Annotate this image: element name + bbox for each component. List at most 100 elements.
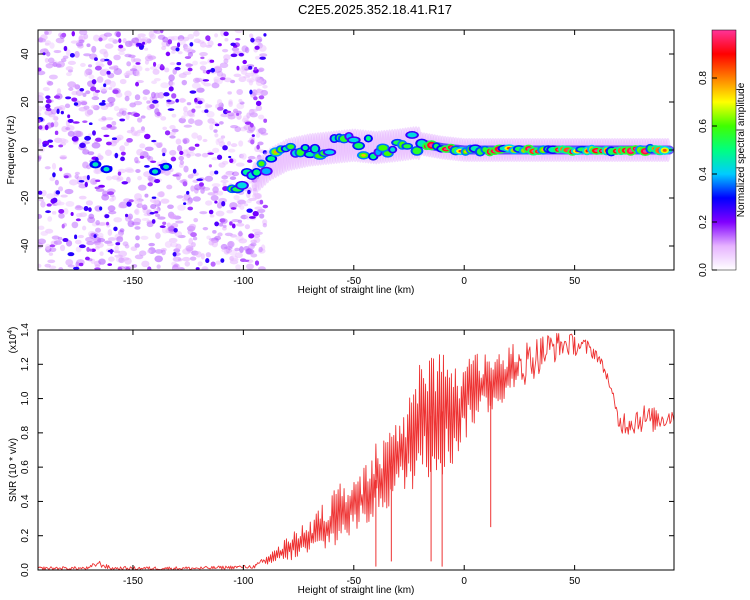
noise-blob <box>126 201 132 207</box>
snr-exponent-sup: 4 <box>7 330 14 334</box>
noise-blob <box>171 93 177 99</box>
noise-speckle <box>65 259 74 266</box>
noise-speckle <box>61 139 69 144</box>
noise-speckle <box>205 252 212 258</box>
noise-speckle <box>149 198 157 203</box>
noise-speckle <box>44 263 52 268</box>
noise-speckle <box>157 216 166 220</box>
noise-speckle <box>52 61 58 68</box>
noise-blob <box>247 189 251 195</box>
noise-speckle <box>181 115 186 120</box>
noise-speckle <box>221 175 229 180</box>
noise-blob <box>136 42 143 47</box>
noise-speckle <box>154 142 160 146</box>
noise-blob <box>230 42 236 47</box>
noise-speckle <box>185 62 192 68</box>
noise-blob <box>88 248 93 252</box>
noise-speckle <box>44 31 49 35</box>
noise-blob <box>154 210 159 214</box>
noise-speckle <box>259 213 265 219</box>
noise-blob <box>247 159 253 163</box>
noise-speckle <box>73 84 79 89</box>
noise-speckle <box>134 226 141 230</box>
noise-speckle <box>72 130 82 138</box>
noise-speckle <box>177 204 186 211</box>
noise-speckle <box>39 48 49 55</box>
noise-speckle <box>112 65 117 70</box>
noise-speckle <box>129 68 138 72</box>
noise-speckle <box>67 60 76 66</box>
noise-blob <box>139 155 145 159</box>
noise-speckle <box>218 197 227 204</box>
noise-speckle <box>252 234 261 238</box>
noise-speckle <box>205 44 213 48</box>
noise-speckle <box>226 209 234 214</box>
noise-blob <box>144 165 150 168</box>
noise-cluster <box>152 169 159 174</box>
noise-speckle <box>214 65 222 70</box>
noise-speckle <box>222 48 229 53</box>
noise-speckle <box>139 143 146 149</box>
noise-blob <box>149 103 155 110</box>
noise-blob <box>229 158 234 164</box>
noise-blob <box>159 225 166 229</box>
noise-speckle <box>175 138 182 145</box>
noise-blob <box>82 120 88 124</box>
noise-speckle <box>228 249 238 256</box>
noise-speckle <box>130 246 138 252</box>
noise-speckle <box>158 92 164 99</box>
noise-speckle <box>122 37 127 44</box>
noise-speckle <box>205 200 213 206</box>
snr-x-tick-label: -50 <box>347 576 362 587</box>
noise-speckle <box>227 148 236 153</box>
noise-blob <box>230 53 238 58</box>
noise-speckle <box>60 194 68 198</box>
noise-speckle <box>136 129 146 134</box>
noise-speckle <box>235 162 245 167</box>
noise-blob <box>109 248 113 255</box>
noise-speckle <box>246 129 254 134</box>
noise-blob <box>86 174 90 181</box>
noise-blob <box>71 30 75 37</box>
noise-blob <box>223 31 229 37</box>
noise-speckle <box>141 204 148 211</box>
noise-speckle <box>104 79 112 85</box>
noise-blob <box>188 146 196 151</box>
ridge-blob <box>407 132 417 138</box>
noise-speckle <box>251 74 261 81</box>
noise-blob <box>175 98 179 103</box>
noise-blob <box>254 260 260 266</box>
noise-speckle <box>125 40 133 48</box>
noise-speckle <box>258 246 263 253</box>
noise-speckle <box>248 79 254 86</box>
noise-speckle <box>69 179 79 186</box>
noise-blob <box>90 86 97 92</box>
noise-blob <box>54 130 59 136</box>
noise-speckle <box>45 63 54 69</box>
noise-speckle <box>121 110 127 116</box>
noise-speckle <box>244 72 254 77</box>
noise-blob <box>73 102 79 106</box>
noise-speckle <box>169 124 176 130</box>
noise-blob <box>179 150 184 156</box>
noise-speckle <box>47 216 53 222</box>
noise-blob <box>205 35 211 41</box>
ridge-blob <box>305 152 315 157</box>
spectrogram-y-tick-label: -20 <box>20 190 31 205</box>
noise-speckle <box>233 172 239 176</box>
noise-blob <box>210 261 216 267</box>
noise-speckle <box>213 129 218 133</box>
noise-blob <box>70 212 74 216</box>
noise-speckle <box>119 228 125 233</box>
noise-blob <box>67 252 75 257</box>
noise-blob <box>152 61 157 67</box>
noise-speckle <box>258 44 267 52</box>
snr-plot-area <box>38 330 674 570</box>
noise-blob <box>126 137 133 143</box>
noise-speckle <box>202 70 207 74</box>
noise-blob <box>128 199 134 203</box>
noise-blob <box>194 143 200 147</box>
spectrogram-y-axis-label: Frequency (Hz) <box>6 116 17 185</box>
noise-speckle <box>75 42 84 47</box>
noise-speckle <box>224 37 229 42</box>
